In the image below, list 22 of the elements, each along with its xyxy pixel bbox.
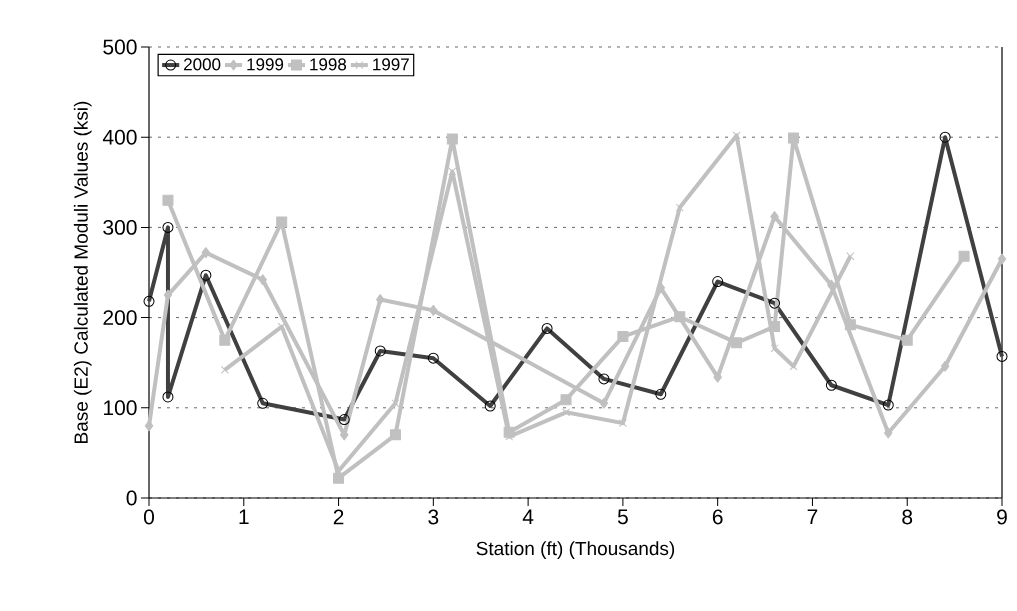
x-axis-title: Station (ft) (Thousands) <box>476 541 675 559</box>
y-tick-label: 100 <box>104 400 137 416</box>
x-tick-label: 2 <box>333 509 344 525</box>
y-tick-label: 500 <box>103 39 137 55</box>
y-tick-label: 200 <box>103 310 137 326</box>
legend-label: 1997 <box>373 58 409 71</box>
y-tick-label: 0 <box>126 490 137 506</box>
y-tick-label: 400 <box>102 129 137 145</box>
x-tick-label: 4 <box>522 509 534 524</box>
x-tick-label: 0 <box>143 509 155 525</box>
x-tick-label: 8 <box>902 509 913 525</box>
y-tick-label: 300 <box>103 219 137 235</box>
legend-label: 2000 <box>184 58 221 71</box>
x-tick-label: 6 <box>712 509 723 525</box>
x-tick-label: 1 <box>239 509 249 524</box>
x-tick-label: 3 <box>428 509 439 525</box>
x-tick-label: 5 <box>617 509 628 525</box>
x-tick-label: 9 <box>997 509 1007 525</box>
legend-label: 1999 <box>247 58 284 71</box>
x-tick-label: 7 <box>807 509 818 524</box>
legend-label: 1998 <box>310 58 347 71</box>
y-axis-title: Base (E2) Calculated Moduli Values (ksi) <box>73 101 92 443</box>
